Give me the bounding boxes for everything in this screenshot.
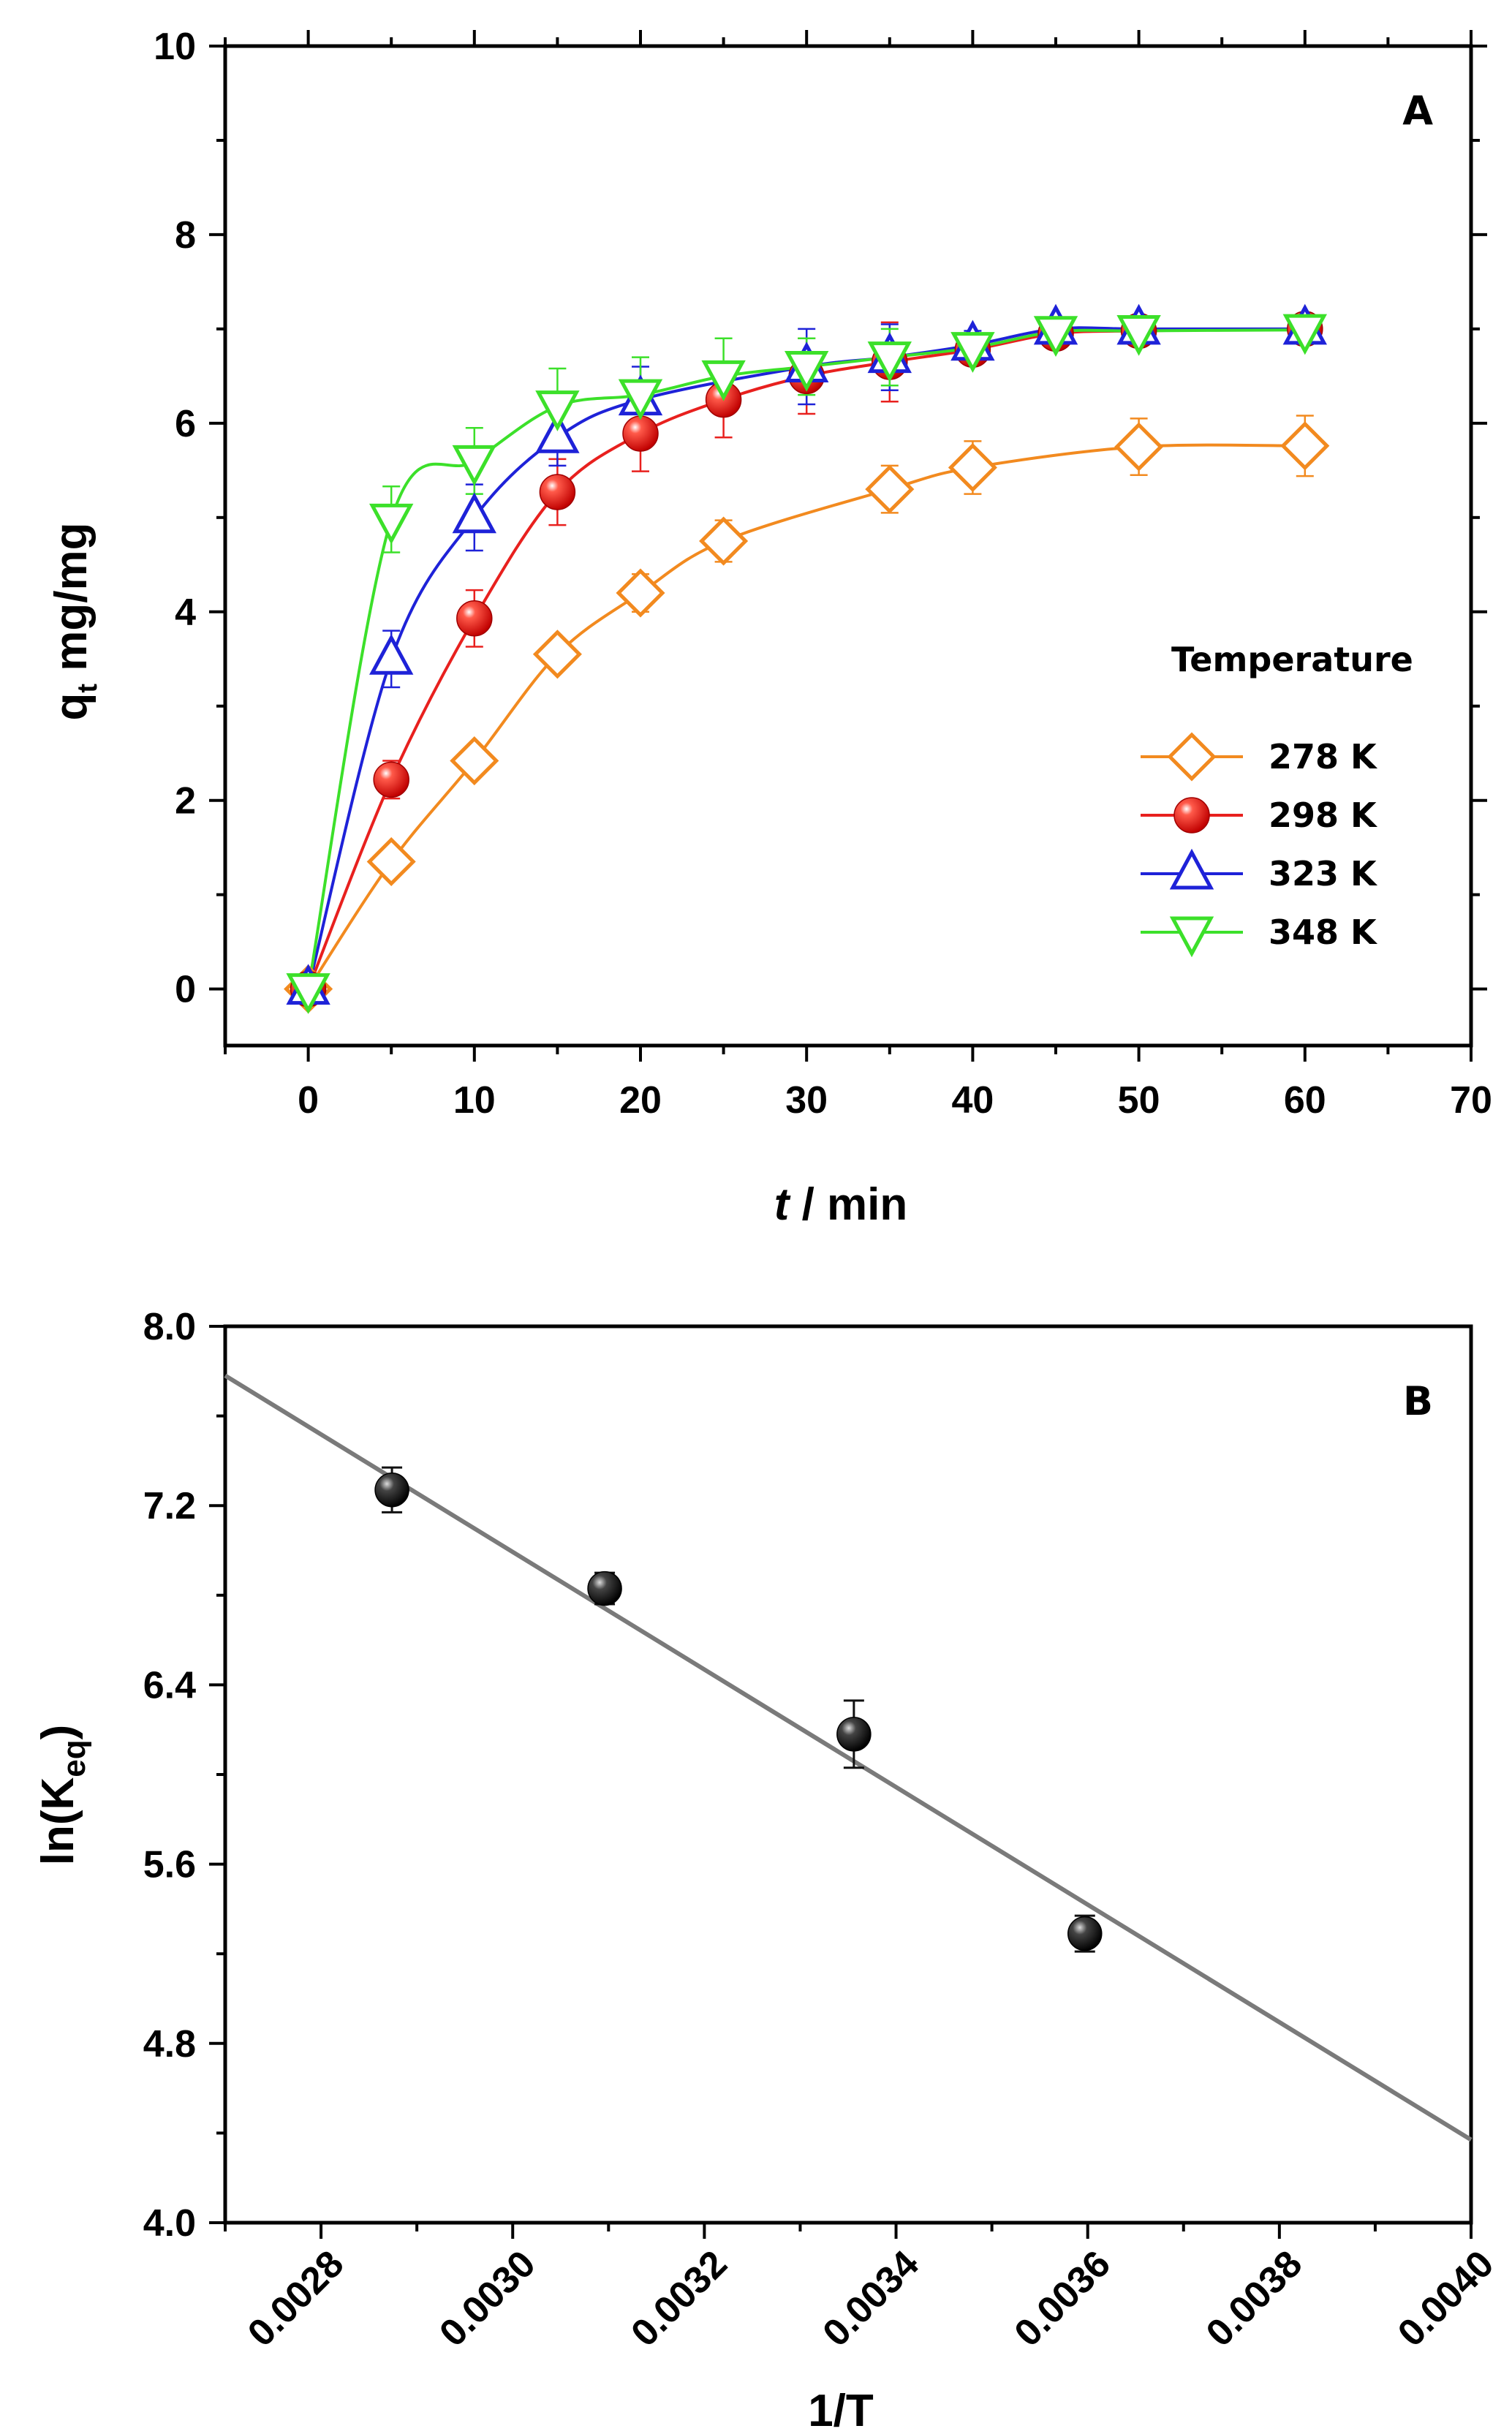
y-tick-label: 4: [175, 592, 196, 634]
data-point-348-K: [701, 360, 746, 401]
data-point-348-K: [286, 973, 330, 1014]
data-point-278-K: [865, 464, 915, 514]
legend-marker: [1169, 916, 1214, 958]
panel-a-frame: [223, 44, 1473, 1048]
data-point-348-K: [369, 503, 414, 545]
y-tick-label: 0: [175, 969, 196, 1011]
data-point: [374, 1472, 409, 1508]
y-tick-label: 8: [175, 214, 196, 257]
y-tick-label: 8.0: [143, 1306, 196, 1348]
y-tick-label: 5.6: [143, 1844, 196, 1886]
x-tick-label: 0.0036: [1007, 2242, 1119, 2354]
panel-a-data-points: [284, 303, 1330, 1014]
data-point-278-K: [948, 442, 997, 492]
y-tick-label: 2: [175, 780, 196, 823]
fit-curve-323-K: [306, 326, 1305, 990]
data-point-278-K: [450, 736, 499, 786]
x-tick-label: 60: [1284, 1079, 1326, 1122]
x-tick-label: 10: [453, 1079, 496, 1122]
data-point-278-K: [1280, 421, 1330, 471]
fit-curve-348-K: [306, 328, 1305, 989]
x-tick-label: 0: [298, 1079, 319, 1122]
data-point-298-K: [622, 415, 659, 452]
data-point-298-K: [373, 761, 409, 798]
x-tick-label: 70: [1450, 1079, 1492, 1122]
legend-label: 298 K: [1269, 795, 1378, 835]
data-point-298-K: [539, 474, 576, 510]
data-point-348-K: [1282, 314, 1327, 355]
y-tick-label: 10: [154, 26, 196, 68]
y-tick-label: 6.4: [143, 1664, 196, 1707]
legend-label: 278 K: [1269, 737, 1378, 776]
data-point-278-K: [1114, 422, 1164, 472]
legend-marker: [1169, 848, 1214, 890]
data-point-323-K: [452, 492, 496, 534]
data-point-348-K: [535, 390, 580, 431]
panel-a-label: A: [1402, 88, 1433, 134]
panel-b-y-axis-label: ln(Keq): [33, 1725, 92, 1866]
panel-b-data-points: [224, 1373, 1473, 2142]
panel-b-axes: 0.0028 0.0030 0.0032 0.0034 0.0036 0.0038 0.00…: [143, 1306, 1502, 2355]
panel-a-legend: Temperature 278 K 298 K 323 K 348 K: [1141, 640, 1413, 958]
panel-b-chart: 0.0028 0.0030 0.0032 0.0034 0.0036 0.0038 0.00…: [33, 1306, 1502, 2434]
x-tick-label: 0.0030: [431, 2242, 543, 2354]
linear-fit-line: [224, 1373, 1473, 2142]
panel-b-label: B: [1403, 1378, 1433, 1424]
panel-a-axes: 0 10 20 30 40 50 60 70 0 2 4 6 8 10: [154, 26, 1492, 1122]
data-point-348-K: [1116, 314, 1161, 356]
data-point-323-K: [535, 412, 580, 453]
data-point-278-K: [366, 836, 416, 887]
y-tick-label: 7.2: [143, 1485, 196, 1527]
x-tick-label: 0.0032: [623, 2242, 735, 2354]
x-tick-label: 0.0040: [1390, 2242, 1502, 2354]
data-point-348-K: [950, 332, 995, 373]
data-point: [587, 1571, 622, 1606]
fit-curve-278-K: [306, 443, 1305, 990]
panel-a-fit-curves: [306, 326, 1305, 990]
data-point-348-K: [785, 350, 829, 392]
panel-a-x-axis-label: t / min: [774, 1179, 908, 1230]
x-tick-label: 0.0038: [1198, 2242, 1310, 2354]
x-tick-label: 20: [619, 1079, 662, 1122]
legend-title: Temperature: [1171, 640, 1413, 679]
data-point-348-K: [867, 341, 912, 382]
data-point-278-K: [616, 568, 665, 618]
data-point-278-K: [699, 516, 749, 566]
data-point-348-K: [618, 379, 663, 420]
y-tick-label: 4.8: [143, 2023, 196, 2066]
y-tick-label: 6: [175, 403, 196, 445]
x-tick-label: 50: [1118, 1079, 1160, 1122]
panel-b-frame: [223, 1324, 1473, 2225]
legend-label: 348 K: [1269, 912, 1378, 952]
x-tick-label: 30: [785, 1079, 828, 1122]
data-point-278-K: [532, 630, 582, 679]
x-tick-label: 40: [951, 1079, 994, 1122]
data-point: [1067, 1916, 1103, 1951]
legend-marker: [1167, 732, 1217, 782]
data-point-323-K: [369, 634, 414, 675]
y-tick-label: 4.0: [143, 2202, 196, 2245]
x-tick-label: 0.0034: [814, 2242, 927, 2355]
legend-label: 323 K: [1269, 854, 1378, 893]
data-point-348-K: [1033, 316, 1078, 358]
data-point: [836, 1717, 872, 1752]
panel-b-x-axis-label: 1/T: [808, 2386, 874, 2434]
data-point-348-K: [452, 445, 496, 486]
fit-curve-298-K: [306, 327, 1305, 990]
legend-marker: [1173, 797, 1210, 834]
panel-a-chart: 0 10 20 30 40 50 60 70 0 2 4 6 8 10 A t / min qt mg/m…: [46, 26, 1492, 1230]
x-tick-label: 0.0028: [240, 2242, 352, 2354]
panel-a-y-axis-label: qt mg/mg: [46, 523, 103, 721]
data-point-298-K: [456, 600, 493, 637]
